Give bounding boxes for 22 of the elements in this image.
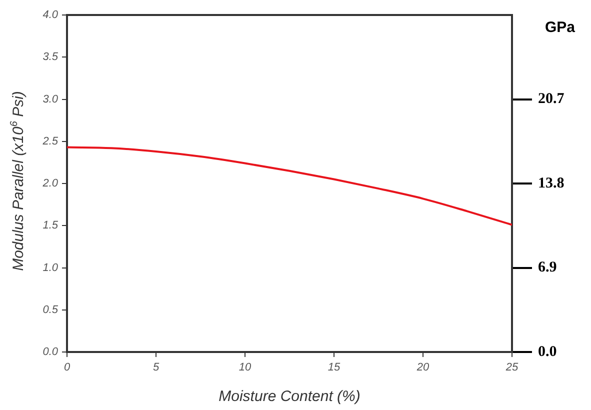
y-tick-label: 3.5 bbox=[42, 51, 59, 64]
y2-tick-label: 13.8 bbox=[538, 175, 564, 192]
y-tick-label: 0.0 bbox=[42, 346, 59, 358]
y2-axis-title: GPa bbox=[544, 19, 576, 36]
x-tick-label: 5 bbox=[152, 362, 160, 374]
y-tick-label: 2.5 bbox=[42, 135, 59, 148]
y2-tick-label: 20.7 bbox=[538, 91, 565, 108]
y-tick-label: 1.5 bbox=[42, 220, 59, 232]
x-axis-title: Moisture Content (%) bbox=[218, 388, 360, 406]
y-tick-label: 0.5 bbox=[42, 304, 59, 316]
x-tick-label: 0 bbox=[64, 362, 71, 374]
y2-tick-label: 6.9 bbox=[538, 260, 557, 276]
x-tick-label: 20 bbox=[416, 362, 430, 374]
y-tick-label: 3.0 bbox=[42, 93, 59, 106]
y-tick-label: 4.0 bbox=[42, 9, 59, 22]
y-tick-label: 2.0 bbox=[42, 178, 59, 190]
line-series bbox=[67, 146, 512, 226]
y2-tick-label: 0.0 bbox=[538, 344, 557, 360]
y-tick-label: 1.0 bbox=[42, 262, 59, 274]
x-tick-label: 25 bbox=[504, 362, 519, 374]
x-tick-label: 15 bbox=[328, 362, 341, 374]
x-tick-label: 10 bbox=[238, 362, 252, 374]
